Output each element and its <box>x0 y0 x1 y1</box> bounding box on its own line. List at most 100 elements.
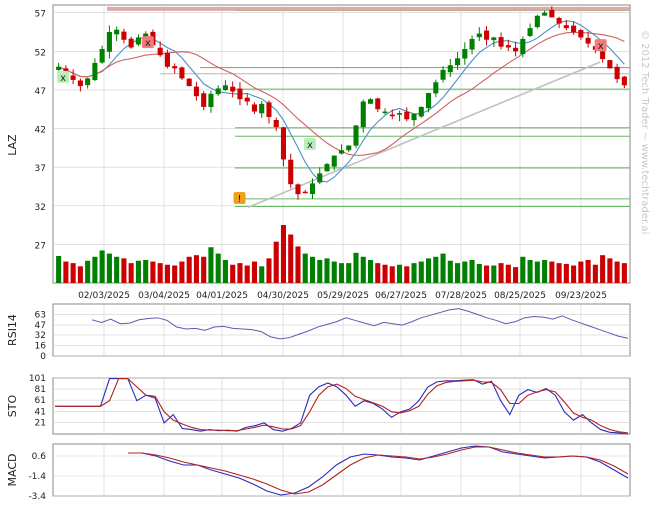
candle-body <box>92 62 98 80</box>
volume-bar <box>128 263 134 283</box>
volume-bar <box>556 263 562 283</box>
volume-bar <box>338 263 345 283</box>
candle-body <box>63 68 69 73</box>
candle-body <box>135 37 141 45</box>
candle-body <box>375 98 381 110</box>
volume-bar <box>186 256 192 283</box>
candle-body <box>360 101 366 128</box>
volume-bar <box>462 261 468 283</box>
volume-bar <box>99 250 105 283</box>
signal-marker-label: x <box>307 140 313 151</box>
candle-body <box>433 82 439 94</box>
volume-bar <box>331 261 337 283</box>
macd-tick-label: 0.6 <box>32 452 47 462</box>
rsi-tick-label: 63 <box>35 311 46 321</box>
rsi-tick-label: 47 <box>35 321 46 331</box>
volume-bar <box>513 267 519 283</box>
volume-bar <box>433 256 439 283</box>
sto-panel-frame <box>52 377 631 435</box>
rsi-tick-label: 16 <box>35 341 47 351</box>
candle-body <box>513 47 519 52</box>
candle-body <box>382 111 388 114</box>
candle-body <box>280 127 287 160</box>
volume-bar <box>396 264 403 283</box>
candle-body <box>498 37 504 47</box>
date-tick-label: 09/23/2025 <box>555 291 607 301</box>
volume-bar <box>288 234 294 283</box>
volume-bar <box>367 259 374 283</box>
candle-body <box>288 159 294 185</box>
volume-bar <box>505 264 511 283</box>
volume-bar <box>70 263 76 283</box>
volume-bar <box>447 260 453 283</box>
watermark: © 2012 Tech Trader ~ www.techtrader.ai <box>639 30 650 234</box>
volume-bar <box>353 252 359 283</box>
rsi-ylabel: RSI14 <box>6 314 19 346</box>
signal-marker-box <box>303 138 316 150</box>
volume-bar <box>600 255 606 283</box>
price-panel-frame <box>52 4 631 284</box>
signal-marker-label: ! <box>238 194 242 205</box>
candle-body <box>563 25 569 29</box>
volume-bar <box>425 258 432 283</box>
volume-bar <box>172 265 178 283</box>
signal-marker-box <box>141 36 154 49</box>
candle-body <box>128 38 134 48</box>
date-tick-label: 07/28/2025 <box>435 291 487 301</box>
candle-body <box>346 145 352 151</box>
volume-bar <box>237 263 243 283</box>
candle-body <box>114 29 120 35</box>
resistance-band <box>107 6 630 11</box>
signal-marker-label: x <box>598 41 604 52</box>
candle-body <box>600 51 606 60</box>
volume-bar <box>491 265 497 283</box>
candle-body <box>244 97 250 102</box>
date-tick-label: 04/30/2025 <box>257 291 309 301</box>
signal-line <box>128 446 629 495</box>
price-tick-label: 42 <box>35 126 46 136</box>
candle-body <box>520 38 526 55</box>
rsi-line <box>91 308 629 340</box>
candle-body <box>237 88 243 100</box>
candle-body <box>353 125 359 146</box>
candle-body <box>614 66 620 80</box>
volume-bar <box>411 263 417 283</box>
candle-body <box>273 120 279 128</box>
volume-bar <box>251 261 258 283</box>
candle-body <box>222 85 228 91</box>
volume-bar <box>542 259 548 283</box>
indicator-lines <box>55 308 629 496</box>
candle-body <box>396 113 403 115</box>
rsi-tick-label: 32 <box>35 331 46 341</box>
volume-bar <box>179 261 185 283</box>
volume-bar <box>114 256 120 283</box>
volume-bar <box>549 261 555 283</box>
candle-body <box>585 37 591 44</box>
volume-bar <box>63 261 69 283</box>
volume-bar <box>150 261 156 283</box>
volume-bar <box>77 266 83 283</box>
candle-body <box>505 45 511 48</box>
rsi-tick-label: 0 <box>40 352 46 362</box>
volume-bar <box>295 246 301 283</box>
candle-body <box>201 93 207 107</box>
candle-body <box>455 58 461 66</box>
candle-body <box>295 184 301 195</box>
sto-d-line <box>55 378 629 434</box>
price-tick-label: 32 <box>35 203 46 213</box>
candle-body <box>411 113 417 121</box>
volume-bar <box>143 259 149 283</box>
candle-body <box>251 104 258 112</box>
date-tick-label: 08/25/2025 <box>494 291 546 301</box>
candle-body <box>179 67 185 79</box>
volume-bar <box>382 264 388 283</box>
date-tick-label: 04/01/2025 <box>196 291 248 301</box>
signal-marker-box <box>594 39 607 52</box>
volume-bar <box>273 241 279 283</box>
volume-bar <box>309 256 316 283</box>
volume-bar <box>85 260 91 283</box>
candle-body <box>425 93 432 109</box>
date-tick-label: 06/27/2025 <box>375 291 427 301</box>
signal-marker-label: x <box>60 73 66 84</box>
volume-bar <box>404 266 410 283</box>
